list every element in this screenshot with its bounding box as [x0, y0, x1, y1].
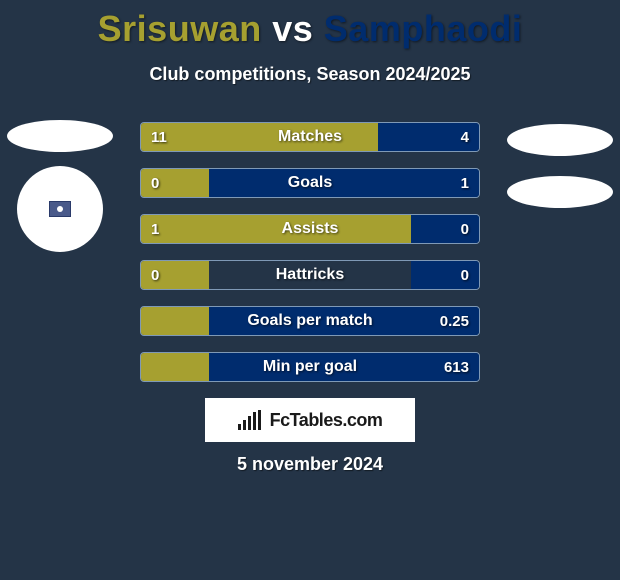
player2-badge-oval-1 [507, 124, 613, 156]
stat-label: Goals per match [141, 312, 479, 330]
footer-brand: FcTables.com [205, 398, 415, 442]
flag-icon [49, 201, 71, 217]
stat-label: Goals [141, 174, 479, 192]
chart-icon [238, 410, 264, 430]
stat-label: Assists [141, 220, 479, 238]
player1-side [5, 120, 115, 360]
brand-text: FcTables.com [270, 410, 383, 431]
flag-dot [57, 206, 63, 212]
subtitle: Club competitions, Season 2024/2025 [0, 64, 620, 85]
stat-row: 10Assists [140, 214, 480, 244]
player1-badge-oval [7, 120, 113, 152]
stat-row: 0.25Goals per match [140, 306, 480, 336]
player2-name: Samphaodi [324, 8, 523, 49]
stat-row: 01Goals [140, 168, 480, 198]
stats-bars-container: 114Matches 01Goals 10Assists 00Hattricks 0.2… [140, 122, 480, 398]
player2-side [505, 120, 615, 360]
stat-label: Min per goal [141, 358, 479, 376]
player1-avatar-circle [17, 166, 103, 252]
stat-label: Matches [141, 128, 479, 146]
stat-row: 00Hattricks [140, 260, 480, 290]
comparison-title: Srisuwan vs Samphaodi [0, 0, 620, 50]
footer-date: 5 november 2024 [0, 454, 620, 475]
player1-name: Srisuwan [98, 8, 262, 49]
stat-label: Hattricks [141, 266, 479, 284]
vs-text: vs [272, 8, 313, 49]
player2-badge-oval-2 [507, 176, 613, 208]
stat-row: 613Min per goal [140, 352, 480, 382]
stat-row: 114Matches [140, 122, 480, 152]
